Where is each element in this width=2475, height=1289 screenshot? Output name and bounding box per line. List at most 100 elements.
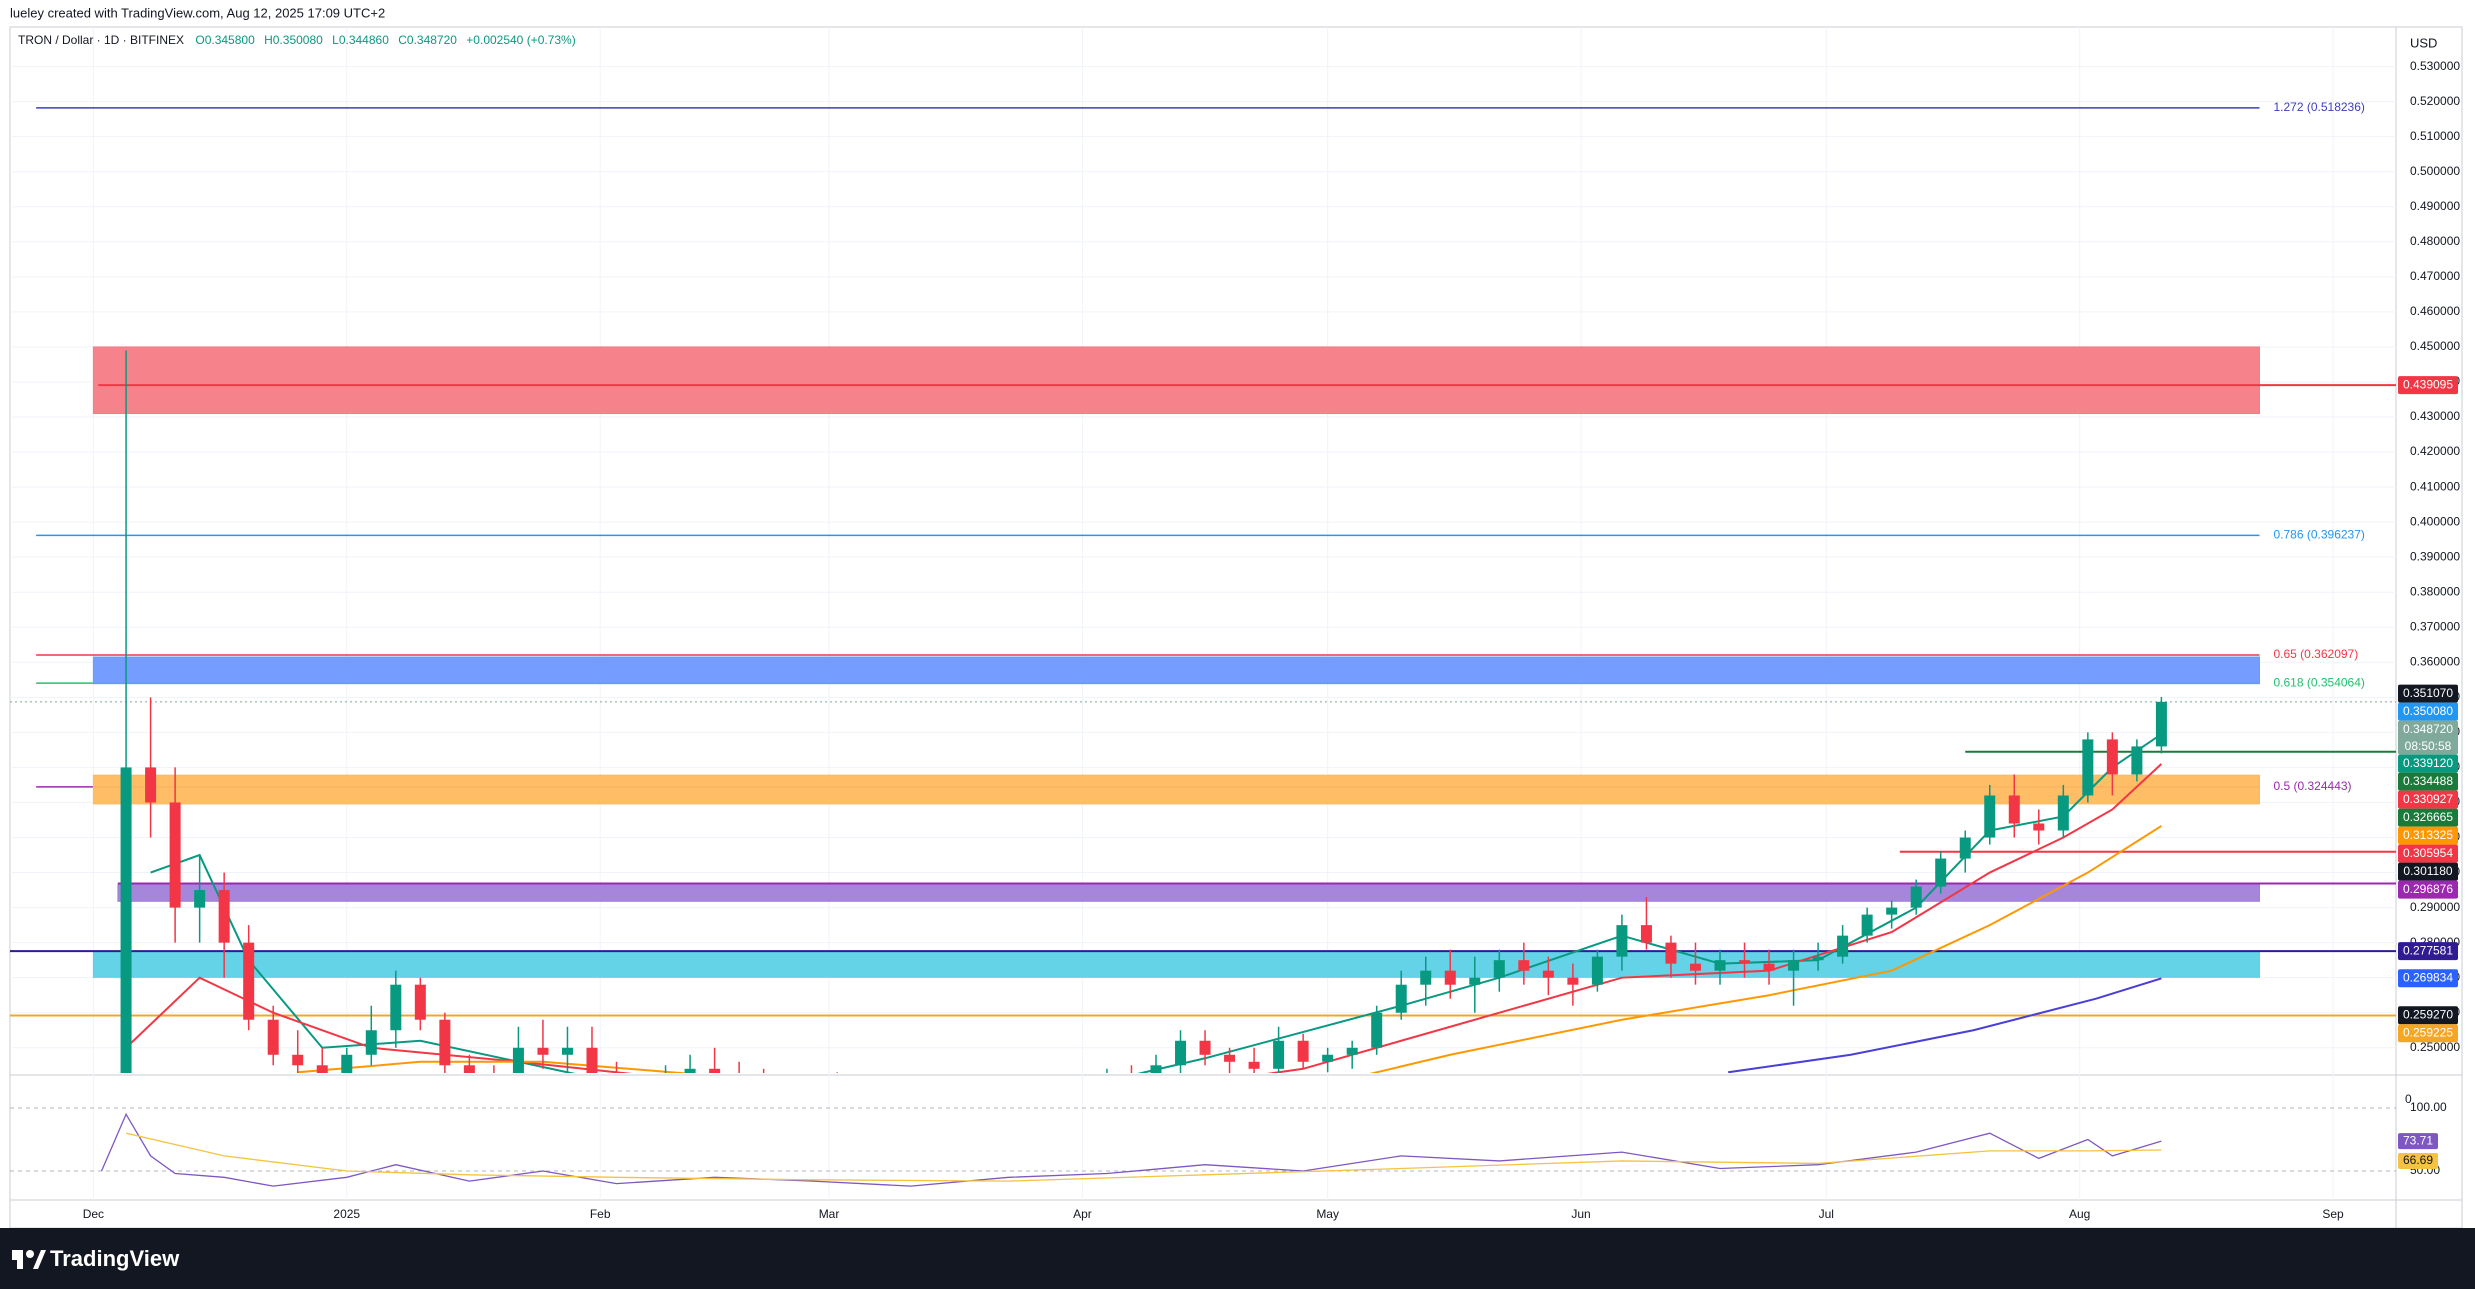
- fib-label: 0.618 (0.354064): [2273, 675, 2364, 689]
- candle-body: [1959, 837, 1971, 859]
- symbol: TRON / Dollar · 1D · BITFINEX: [18, 33, 184, 47]
- y-tick-label: 0.380000: [2410, 584, 2460, 598]
- y-tick-label: 0.400000: [2410, 514, 2460, 528]
- fib-label: 0.5 (0.324443): [2273, 779, 2351, 793]
- price-label: 0.348720: [2403, 722, 2453, 736]
- candle-body: [1739, 960, 1751, 964]
- candle-body: [1493, 960, 1505, 978]
- candle-body: [1297, 1040, 1309, 1062]
- candle-body: [463, 1065, 475, 1073]
- y-tick-label: 0.360000: [2410, 654, 2460, 668]
- candle-body: [2057, 795, 2069, 831]
- candle-body: [2082, 739, 2094, 796]
- price-label: 0.351070: [2403, 686, 2453, 700]
- ohlc-low: L0.344860: [332, 33, 389, 47]
- candle-body: [1567, 977, 1579, 985]
- candle-body: [1420, 970, 1432, 985]
- price-label-box: [2398, 720, 2458, 755]
- candle-body: [390, 984, 402, 1031]
- candle-body: [1935, 858, 1947, 887]
- candle-body: [1665, 942, 1677, 964]
- price-label: 0.301180: [2403, 864, 2452, 878]
- candle-body: [1788, 960, 1800, 971]
- candle-body: [2008, 795, 2020, 824]
- candle-body: [1175, 1040, 1187, 1066]
- currency: USD: [2410, 35, 2437, 50]
- candle-body: [1371, 1012, 1383, 1048]
- x-tick-label: Dec: [83, 1207, 104, 1221]
- rsi-label: 66.69: [2403, 1153, 2433, 1167]
- candle-body: [341, 1054, 353, 1073]
- legend: TRON / Dollar · 1D · BITFINEX O0.345800 …: [18, 33, 576, 47]
- candle-body: [120, 767, 132, 1073]
- y-tick-label: 0.450000: [2410, 339, 2460, 353]
- brand: TradingView: [50, 1246, 180, 1271]
- candle-body: [1591, 956, 1603, 985]
- price-label-box: [2398, 790, 2458, 809]
- price-label-box: [2398, 844, 2458, 863]
- price-label-box: [2398, 808, 2458, 827]
- price-label: 0.259270: [2403, 1007, 2453, 1021]
- candle-body: [194, 890, 206, 908]
- candle-body: [218, 890, 230, 943]
- x-tick-label: Sep: [2322, 1207, 2344, 1221]
- candle-body: [1199, 1040, 1211, 1055]
- candle-body: [1273, 1040, 1285, 1069]
- price-label-box: [2398, 754, 2458, 773]
- candle-body: [1346, 1047, 1358, 1055]
- price-label-box: [2398, 772, 2458, 791]
- x-tick-label: May: [1316, 1207, 1339, 1221]
- y-tick-label: 0.500000: [2410, 164, 2460, 178]
- price-label: 0.334488: [2403, 774, 2453, 788]
- logo: [12, 1250, 46, 1269]
- candle-body: [1469, 977, 1481, 985]
- price-label: 0.439095: [2403, 377, 2453, 391]
- y-tick-label: 0.490000: [2410, 199, 2460, 213]
- x-tick-label: Mar: [819, 1207, 840, 1221]
- candle-body: [1224, 1054, 1236, 1062]
- candle-body: [365, 1030, 377, 1055]
- rsi-top-label: 0: [2405, 1092, 2412, 1106]
- y-tick-label: 0.390000: [2410, 549, 2460, 563]
- zone: [92, 656, 2260, 685]
- candle-body: [1714, 960, 1726, 971]
- candle-body: [1616, 925, 1628, 957]
- y-tick-label: 0.290000: [2410, 900, 2460, 914]
- price-label-box: [2398, 1006, 2458, 1025]
- candle-body: [2033, 823, 2045, 831]
- y-tick-label: 0.510000: [2410, 129, 2460, 143]
- price-label: 0.305954: [2403, 846, 2453, 860]
- candle-body: [1812, 956, 1824, 961]
- candle-body: [1861, 914, 1873, 936]
- price-label-box: [2398, 942, 2458, 961]
- rsi-line: [125, 1132, 2162, 1182]
- candle-body: [1886, 907, 1898, 915]
- price-label-box: [2398, 862, 2458, 881]
- candle-body: [1322, 1054, 1334, 1062]
- candle-body: [414, 984, 426, 1020]
- fib-label: 0.786 (0.396237): [2273, 527, 2364, 541]
- credit: lueley created with TradingView.com, Aug…: [10, 5, 385, 20]
- price-label: 0.277581: [2403, 943, 2453, 957]
- y-tick-label: 0.420000: [2410, 444, 2460, 458]
- y-tick-label: 0.410000: [2410, 479, 2460, 493]
- x-tick-label: Apr: [1073, 1207, 1092, 1221]
- candle-body: [316, 1065, 328, 1073]
- countdown: 08:50:58: [2405, 739, 2452, 753]
- price-label-box: [2398, 702, 2458, 721]
- price-label-box: [2398, 376, 2458, 395]
- candle-body: [709, 1068, 721, 1073]
- rsi-label: 73.71: [2403, 1133, 2433, 1147]
- price-label-box: [2398, 1024, 2458, 1043]
- price-label-box: [2398, 826, 2458, 845]
- ohlc-change: +0.002540 (+0.73%): [466, 33, 575, 47]
- candle-body: [684, 1068, 696, 1073]
- candle-body: [2131, 746, 2143, 775]
- candle-body: [1640, 925, 1652, 943]
- price-label: 0.296876: [2403, 882, 2453, 896]
- ohlc-close: C0.348720: [398, 33, 457, 47]
- candle-body: [561, 1047, 573, 1055]
- candle-body: [2106, 739, 2118, 775]
- candle-body: [1248, 1061, 1260, 1069]
